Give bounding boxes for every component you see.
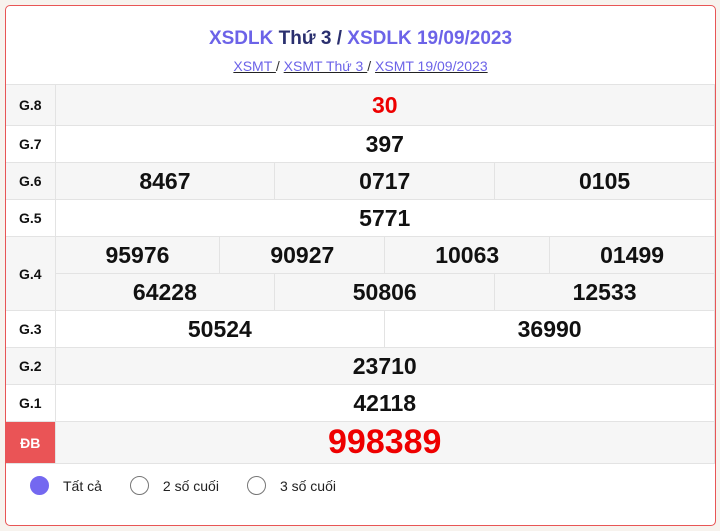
prize-value: 5771 <box>54 199 715 237</box>
radio-icon[interactable] <box>129 476 149 495</box>
prize-label: G.4 <box>6 236 56 311</box>
row-g5: G.5 5771 <box>6 199 715 237</box>
prize-label: G.7 <box>6 125 56 163</box>
filter-all[interactable]: Tất cả <box>30 476 102 495</box>
breadcrumb-xsmt[interactable]: XSMT <box>233 58 276 74</box>
prize-value: 64228 <box>132 278 197 305</box>
breadcrumb: XSMT / XSMT Thứ 3 / XSMT 19/09/2023 <box>233 58 488 74</box>
prize-value: 23710 <box>54 347 715 385</box>
prize-label: G.2 <box>6 347 56 385</box>
prize-label: G.6 <box>6 162 56 200</box>
prize-value: 50806 <box>274 274 494 310</box>
prize-label: G.8 <box>6 84 56 126</box>
results-table: G.8 30 G.7 397 G.6 8467 0717 0105 G.5 5771 G.4… <box>6 84 715 464</box>
prize-value: 01499 <box>549 237 714 273</box>
prize-value: 0105 <box>494 163 714 199</box>
title-link[interactable]: XSDLK <box>208 28 274 49</box>
prize-value: 8467 <box>139 167 191 194</box>
row-g2: G.2 23710 <box>6 347 715 385</box>
filter-label: 3 số cuối <box>279 477 336 494</box>
radio-icon[interactable] <box>246 476 266 495</box>
prize-value: 0717 <box>274 163 494 199</box>
title-sep: / <box>331 28 348 49</box>
page-title: XSDLK Thứ 3 / XSDLK 19/09/2023 <box>6 28 715 50</box>
prize-label: G.5 <box>6 199 56 237</box>
filter-last-2[interactable]: 2 số cuối <box>129 476 219 495</box>
prize-value: 50524 <box>187 315 252 342</box>
display-filter: Tất cả 2 số cuối 3 số cuối <box>30 476 364 495</box>
row-special: ĐB 998389 <box>6 421 715 464</box>
prize-value: 30 <box>54 84 715 126</box>
prize-value: 397 <box>54 125 715 163</box>
title-day: Thứ 3 <box>278 28 332 49</box>
results-card: XSDLK Thứ 3 / XSDLK 19/09/2023 XSMT / XS… <box>5 5 716 526</box>
row-g6: G.6 8467 0717 0105 <box>6 162 715 200</box>
title-date-link[interactable]: XSDLK 19/09/2023 <box>347 28 513 49</box>
breadcrumb-xsmt-date[interactable]: XSMT 19/09/2023 <box>375 58 488 74</box>
special-prize-value: 998389 <box>54 421 715 464</box>
prize-label: G.3 <box>6 310 56 348</box>
row-g3: G.3 50524 36990 <box>6 310 715 348</box>
prize-value: 90927 <box>219 237 384 273</box>
filter-label: Tất cả <box>63 477 102 494</box>
prize-value: 36990 <box>384 311 714 347</box>
filter-label: 2 số cuối <box>162 477 219 494</box>
prize-value: 42118 <box>54 384 715 422</box>
prize-value: 95976 <box>105 241 170 268</box>
prize-value: 12533 <box>494 274 714 310</box>
breadcrumb-xsmt-day[interactable]: XSMT Thứ 3 <box>283 58 368 74</box>
prize-value: 10063 <box>384 237 549 273</box>
row-g4: G.4 95976 90927 10063 01499 64228 50806 12533 <box>6 236 715 311</box>
row-g8: G.8 30 <box>6 84 715 126</box>
filter-last-3[interactable]: 3 số cuối <box>246 476 336 495</box>
row-g7: G.7 397 <box>6 125 715 163</box>
radio-selected-icon[interactable] <box>30 476 49 495</box>
prize-label: G.1 <box>6 384 56 422</box>
row-g1: G.1 42118 <box>6 384 715 422</box>
prize-label: ĐB <box>6 421 56 464</box>
